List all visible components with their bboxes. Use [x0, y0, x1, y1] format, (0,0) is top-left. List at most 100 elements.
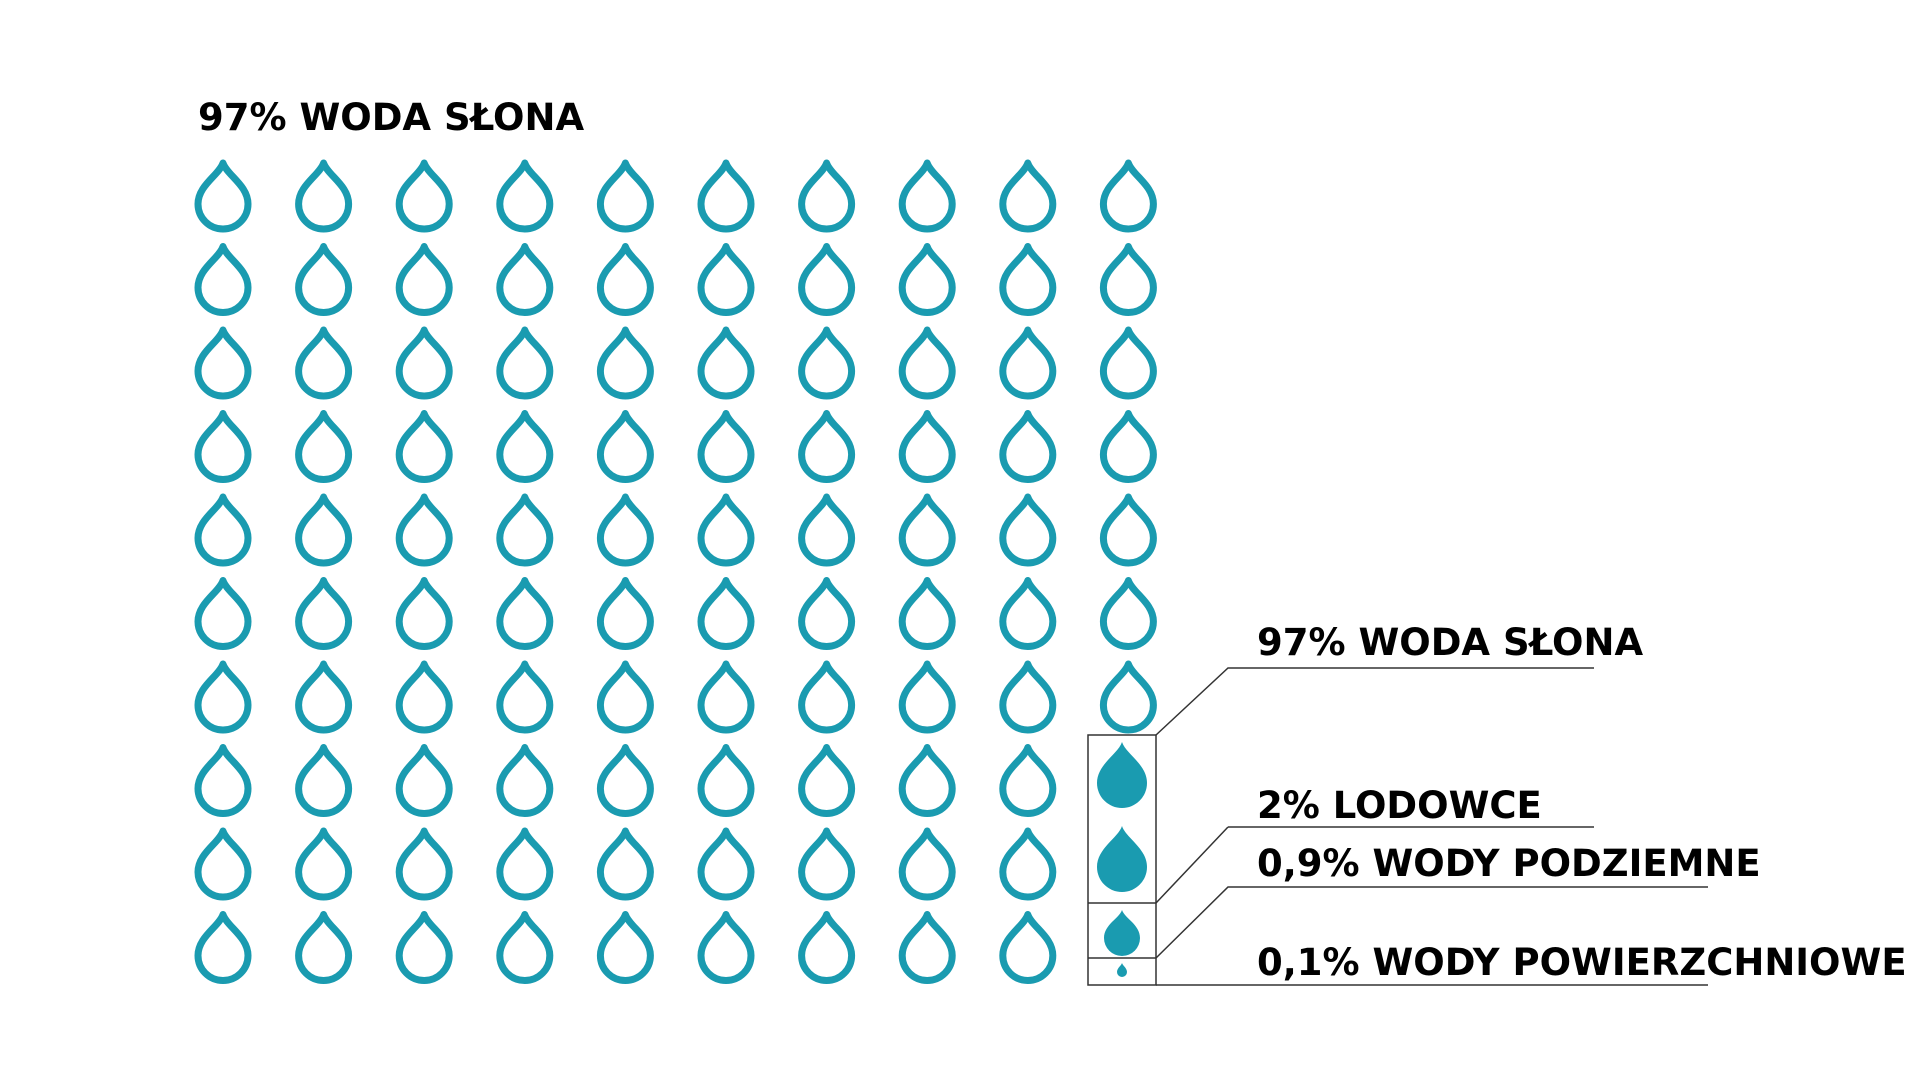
- water-drop-icon: [798, 660, 856, 734]
- water-drop-icon: [194, 577, 252, 650]
- water-drop-icon: [194, 827, 252, 901]
- water-drop-icon: [898, 660, 956, 734]
- water-drop-icon: [697, 577, 755, 650]
- legend-label-salt-water: 97% WODA SŁONA: [1257, 621, 1643, 664]
- water-drop-icon: [194, 911, 252, 984]
- water-drop-icon: [596, 827, 654, 901]
- water-drop-icon: [999, 410, 1057, 483]
- water-drop-icon: [798, 159, 856, 233]
- water-drop-icon: [798, 493, 856, 567]
- water-drop-icon: [295, 326, 353, 400]
- water-drop-icon: [1099, 577, 1157, 650]
- drops-grid: [194, 159, 1157, 984]
- water-drop-icon: [496, 493, 554, 567]
- water-drop-icon: [596, 493, 654, 567]
- water-drop-icon: [596, 326, 654, 400]
- water-drop-icon: [395, 577, 453, 650]
- leader-line-glaciers-diagonal: [1155, 826, 1229, 904]
- water-drop-icon: [697, 410, 755, 483]
- water-drop-icon: [999, 660, 1057, 734]
- water-drop-icon: [496, 326, 554, 400]
- water-drop-icon: [295, 827, 353, 901]
- water-drop-icon: [898, 410, 956, 483]
- water-drop-icon: [496, 410, 554, 483]
- water-drop-icon: [798, 911, 856, 984]
- water-drop-icon: [898, 326, 956, 400]
- water-drop-icon: [999, 326, 1057, 400]
- water-drop-icon: [295, 577, 353, 650]
- water-drop-icon: [295, 911, 353, 984]
- water-drop-icon: [496, 744, 554, 817]
- water-drop-icon: [798, 410, 856, 483]
- water-drop-icon: [697, 243, 755, 316]
- water-drop-icon: [898, 243, 956, 316]
- legend-label-glaciers: 2% LODOWCE: [1257, 784, 1542, 827]
- water-drop-icon: [395, 660, 453, 734]
- water-drop-icon: [295, 410, 353, 483]
- water-drop-icon: [295, 744, 353, 817]
- water-drop-icon: [697, 326, 755, 400]
- water-drop-icon: [194, 410, 252, 483]
- water-drop-icon: [596, 577, 654, 650]
- water-drop-icon-glaciers-1: [1097, 742, 1147, 808]
- water-drop-icon: [295, 243, 353, 316]
- legend-labels: 97% WODA SŁONA 2% LODOWCE 0,9% WODY PODZ…: [1257, 621, 1907, 984]
- breakdown-box: [1087, 734, 1157, 986]
- legend-label-surface-water: 0,1% WODY POWIERZCHNIOWE: [1257, 941, 1907, 984]
- water-drop-icon-groundwater: [1104, 910, 1140, 956]
- water-drop-icon-glaciers-2: [1097, 826, 1147, 892]
- water-drop-icon: [194, 159, 252, 233]
- water-drop-icon: [898, 911, 956, 984]
- water-drop-icon: [798, 744, 856, 817]
- chart-title: 97% WODA SŁONA: [198, 96, 584, 139]
- water-drop-icon: [697, 827, 755, 901]
- leader-line-salt-water: [1155, 667, 1594, 736]
- water-drop-icon: [1099, 159, 1157, 233]
- water-drop-icon: [898, 827, 956, 901]
- water-drop-icon: [596, 660, 654, 734]
- water-drop-icon: [898, 577, 956, 650]
- water-drop-icon: [798, 577, 856, 650]
- water-drop-icon: [194, 744, 252, 817]
- water-drop-icon: [697, 911, 755, 984]
- water-drop-icon: [999, 577, 1057, 650]
- water-drop-icon: [999, 159, 1057, 233]
- water-drop-icon: [898, 744, 956, 817]
- water-drop-icon: [395, 243, 453, 316]
- water-drop-icon: [596, 243, 654, 316]
- water-drop-icon: [496, 911, 554, 984]
- water-drop-icon: [999, 493, 1057, 567]
- water-drop-icon: [194, 493, 252, 567]
- water-drop-icon: [798, 243, 856, 316]
- water-drop-icon: [697, 660, 755, 734]
- water-drop-icon: [999, 744, 1057, 817]
- water-drop-icon: [496, 660, 554, 734]
- water-drop-icon: [395, 744, 453, 817]
- water-drop-icon: [295, 660, 353, 734]
- water-drop-icon: [999, 911, 1057, 984]
- water-drop-icon: [999, 243, 1057, 316]
- water-drop-icon: [395, 326, 453, 400]
- water-drop-icon: [395, 410, 453, 483]
- water-drop-icon: [395, 493, 453, 567]
- water-drop-icon: [798, 326, 856, 400]
- water-drop-icon: [1099, 326, 1157, 400]
- water-drop-icon: [496, 577, 554, 650]
- water-drop-icon: [596, 410, 654, 483]
- water-drop-icon: [1099, 493, 1157, 567]
- water-drop-icon: [697, 159, 755, 233]
- water-drop-icon: [194, 243, 252, 316]
- water-drop-icon: [596, 911, 654, 984]
- water-drop-icon: [395, 827, 453, 901]
- breakdown-column: [1087, 734, 1157, 986]
- water-drop-icon: [1099, 660, 1157, 734]
- water-drop-icon: [1099, 410, 1157, 483]
- water-drop-icon: [596, 159, 654, 233]
- water-drop-icon: [496, 243, 554, 316]
- water-drop-icon: [395, 911, 453, 984]
- water-drop-icon: [295, 493, 353, 567]
- leader-lines: [1155, 667, 1708, 986]
- water-drop-icon: [697, 493, 755, 567]
- leader-line-groundwater: [1155, 886, 1708, 959]
- water-drop-icon: [496, 827, 554, 901]
